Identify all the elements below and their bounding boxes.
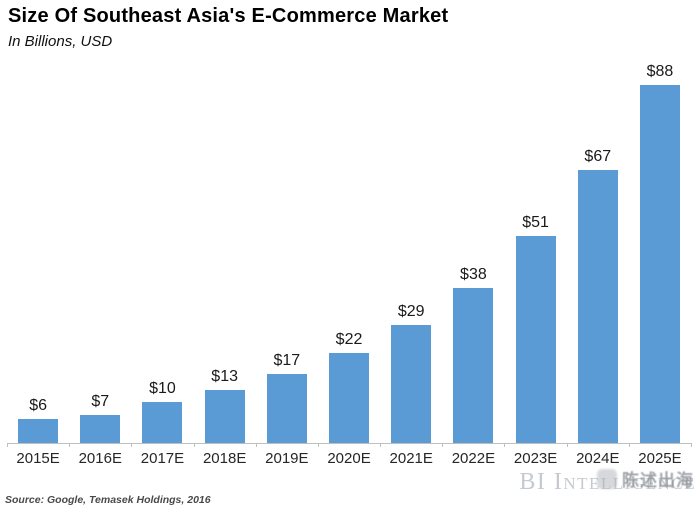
x-axis-tick: [255, 443, 257, 447]
x-axis-tick: [193, 443, 195, 447]
bar-2024E: [577, 170, 618, 443]
x-axis-tick: [69, 443, 71, 447]
bar-group-2015E: $6: [7, 63, 69, 443]
x-axis-label-2023E: 2023E: [513, 450, 558, 467]
overlay-watermark-text: 陈述出海: [622, 471, 694, 490]
bar-2025E: [639, 85, 680, 443]
x-axis-tick: [566, 443, 568, 447]
bar-2018E: [204, 390, 245, 443]
x-axis-label-2025E: 2025E: [638, 450, 682, 467]
chart-subtitle: In Billions, USD: [8, 33, 113, 50]
bar-group-2019E: $17: [256, 63, 318, 443]
bar-value-label-2023E: $51: [522, 214, 549, 231]
bars-row: $6 $7 $10 $13 $17 $22 $29 $38 $51 $67 $88: [7, 63, 691, 443]
bar-2015E: [18, 419, 59, 443]
x-axis-label-2018E: 2018E: [202, 450, 247, 467]
bar-2016E: [80, 415, 121, 443]
bar-value-label-2015E: $6: [29, 397, 47, 414]
bar-2021E: [391, 325, 432, 443]
x-axis-tick: [7, 443, 8, 447]
bar-group-2016E: $7: [69, 63, 131, 443]
x-axis-label-2015E: 2015E: [16, 450, 60, 467]
bar-group-2017E: $10: [131, 63, 193, 443]
plot-area: $6 $7 $10 $13 $17 $22 $29 $38 $51 $67 $88: [7, 63, 692, 447]
x-axis-label-2024E: 2024E: [576, 450, 620, 467]
x-axis-label-2019E: 2019E: [265, 450, 309, 467]
source-note: Source: Google, Temasek Holdings, 2016: [5, 494, 211, 506]
bar-group-2023E: $51: [505, 63, 567, 443]
x-axis-tick: [317, 443, 319, 447]
bar-2017E: [142, 402, 183, 443]
bar-2023E: [515, 236, 556, 443]
x-axis-tick: [628, 443, 630, 447]
bar-2020E: [329, 353, 370, 443]
watermark-logo-icon: [597, 468, 617, 489]
bar-group-2020E: $22: [318, 63, 380, 443]
bar-group-2025E: $88: [629, 63, 691, 443]
bar-2019E: [266, 374, 307, 443]
bar-value-label-2021E: $29: [397, 303, 425, 320]
bar-group-2024E: $67: [567, 63, 629, 443]
bar-value-label-2016E: $7: [91, 393, 110, 410]
bar-group-2021E: $29: [380, 63, 442, 443]
x-axis-label-2017E: 2017E: [140, 450, 185, 467]
bar-2022E: [453, 288, 494, 443]
bar-group-2018E: $13: [194, 63, 256, 443]
bi-intelligence-watermark: BI Intelligence: [519, 469, 696, 495]
x-axis-tick: [442, 443, 444, 447]
x-axis-tick: [380, 443, 382, 447]
bar-value-label-2020E: $22: [335, 331, 363, 348]
x-axis-label-2021E: 2021E: [389, 450, 433, 467]
chart-title: Size Of Southeast Asia's E-Commerce Mark…: [8, 5, 449, 27]
x-axis-label-2016E: 2016E: [78, 450, 122, 467]
x-axis-label-2022E: 2022E: [451, 450, 496, 467]
bar-value-label-2017E: $10: [149, 380, 176, 397]
bar-value-label-2024E: $67: [584, 148, 612, 165]
x-axis-label-2020E: 2020E: [327, 450, 371, 467]
overlay-watermark: 陈述出海: [597, 466, 694, 491]
x-axis-labels: 2015E 2016E 2017E 2018E 2019E 2020E 2021E 2022E…: [7, 450, 691, 467]
bar-value-label-2025E: $88: [646, 63, 674, 80]
bar-value-label-2022E: $38: [460, 266, 487, 283]
bar-value-label-2018E: $13: [211, 368, 238, 385]
x-axis-tick: [131, 443, 133, 447]
x-axis-tick: [691, 443, 692, 447]
x-axis-tick: [504, 443, 506, 447]
bar-group-2022E: $38: [442, 63, 504, 443]
bar-value-label-2019E: $17: [273, 352, 301, 369]
